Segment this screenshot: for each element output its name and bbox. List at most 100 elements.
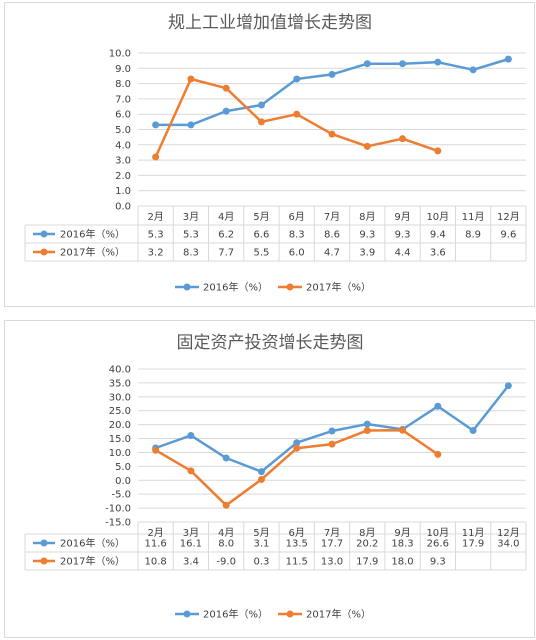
table-value: 8.6 xyxy=(324,230,340,241)
data-point xyxy=(363,426,371,434)
data-point xyxy=(222,454,230,462)
table-series-key-marker xyxy=(40,230,48,238)
legend-key-marker xyxy=(183,283,191,291)
table-value: 20.2 xyxy=(356,539,378,550)
y-tick-label: 8.0 xyxy=(115,79,131,90)
data-point xyxy=(293,110,301,118)
table-value: 8.9 xyxy=(465,230,481,241)
data-point xyxy=(469,66,477,74)
table-value: 8.0 xyxy=(218,539,234,550)
x-tick-label: 9月 xyxy=(394,527,410,539)
y-tick-label: 2.0 xyxy=(115,171,131,182)
data-point xyxy=(399,135,407,143)
x-tick-label: 10月 xyxy=(426,527,449,539)
y-tick-label: 9.0 xyxy=(115,64,131,75)
table-series-name: 2017年（%） xyxy=(60,246,125,259)
table-value: 10.8 xyxy=(145,557,167,568)
table-value: 17.9 xyxy=(462,539,484,550)
data-point xyxy=(152,121,160,129)
y-tick-label: 0.0 xyxy=(115,202,131,213)
table-value: 9.3 xyxy=(395,230,411,241)
table-value: 5.3 xyxy=(183,230,199,241)
y-tick-label: 25.0 xyxy=(109,406,131,417)
data-point xyxy=(504,55,512,63)
table-value: 3.4 xyxy=(183,557,199,568)
data-point xyxy=(152,153,160,161)
data-point xyxy=(293,75,301,83)
table-value: 6.0 xyxy=(289,248,305,259)
table-value: 26.6 xyxy=(427,539,449,550)
x-tick-label: 2月 xyxy=(147,211,163,223)
data-point xyxy=(363,142,371,150)
table-value: -9.0 xyxy=(216,557,236,568)
y-tick-label: 30.0 xyxy=(109,392,131,403)
y-tick-label: -15.0 xyxy=(105,518,131,529)
table-value: 6.2 xyxy=(218,230,234,241)
table-value: 7.7 xyxy=(218,248,234,259)
data-point xyxy=(187,431,195,439)
table-value: 11.5 xyxy=(286,557,308,568)
data-point xyxy=(363,420,371,428)
y-tick-label: 0.0 xyxy=(115,476,131,487)
table-series-name: 2016年（%） xyxy=(60,537,125,550)
legend-key-marker xyxy=(286,283,294,291)
legend-label: 2017年（%） xyxy=(306,281,371,294)
data-point xyxy=(222,501,230,509)
y-tick-label: -10.0 xyxy=(105,504,131,515)
table-value: 6.6 xyxy=(254,230,270,241)
table-value: 3.1 xyxy=(254,539,270,550)
y-tick-label: 5.0 xyxy=(115,462,131,473)
x-tick-label: 12月 xyxy=(497,527,520,539)
data-point xyxy=(328,130,336,138)
chart-2-svg: 固定资产投资增长走势图 -15.0 -10.0 -5.0 0.0 5.0 10.0 15.0 2… xyxy=(24,333,527,621)
table-value: 4.7 xyxy=(324,248,340,259)
y-tick-label: 5.0 xyxy=(115,125,131,136)
data-point xyxy=(328,427,336,435)
series-line-1 xyxy=(155,57,509,127)
y-tick-label: 1.0 xyxy=(115,186,131,197)
x-tick-label: 8月 xyxy=(359,211,375,223)
data-point xyxy=(399,60,407,68)
data-point xyxy=(328,440,336,448)
y-tick-label: 6.0 xyxy=(115,110,131,121)
data-point xyxy=(434,58,442,66)
table-value: 5.5 xyxy=(254,248,270,259)
data-point xyxy=(257,101,265,109)
legend-label: 2017年（%） xyxy=(306,608,371,621)
table-series-key-marker xyxy=(40,248,48,256)
data-point xyxy=(434,147,442,155)
x-tick-label: 9月 xyxy=(394,211,410,223)
data-point xyxy=(469,426,477,434)
y-tick-label: -5.0 xyxy=(111,490,131,501)
table-value: 3.9 xyxy=(359,248,375,259)
industrial-value-added-chart: 规上工业增加值增长走势图 0.0 1.0 2.0 3.0 4.0 5.0 6.0 7.0 8.0 9… xyxy=(4,2,535,307)
x-tick-label: 3月 xyxy=(183,211,199,223)
data-point xyxy=(504,382,512,390)
y-tick-label: 4.0 xyxy=(115,140,131,151)
y-tick-label: 3.0 xyxy=(115,156,131,167)
data-point xyxy=(257,118,265,126)
table-series-key-marker xyxy=(40,557,48,565)
legend-key-marker xyxy=(183,610,191,618)
y-tick-label: 10.0 xyxy=(109,448,131,459)
data-point xyxy=(222,84,230,92)
x-tick-label: 11月 xyxy=(462,211,485,223)
legend-label: 2016年（%） xyxy=(203,608,268,621)
y-tick-label: 40.0 xyxy=(109,365,131,376)
x-tick-label: 6月 xyxy=(289,527,305,539)
x-tick-label: 8月 xyxy=(359,527,375,539)
table-value: 8.3 xyxy=(289,230,305,241)
chart-title: 固定资产投资增长走势图 xyxy=(177,333,364,353)
table-value: 9.6 xyxy=(500,230,516,241)
y-tick-label: 20.0 xyxy=(109,420,131,431)
data-point xyxy=(152,446,160,454)
chart-1-svg: 规上工业增加值增长走势图 0.0 1.0 2.0 3.0 4.0 5.0 6.0 7.0 8.0 9… xyxy=(24,13,527,294)
data-point xyxy=(187,121,195,129)
x-tick-label: 4月 xyxy=(218,211,234,223)
fixed-asset-investment-chart: 固定资产投资增长走势图 -15.0 -10.0 -5.0 0.0 5.0 10.0 15.0 2… xyxy=(4,320,535,638)
table-value: 9.4 xyxy=(430,230,446,241)
table-value: 11.6 xyxy=(145,539,167,550)
table-value: 13.0 xyxy=(321,557,343,568)
y-tick-label: 7.0 xyxy=(115,94,131,105)
table-value: 17.9 xyxy=(356,557,378,568)
